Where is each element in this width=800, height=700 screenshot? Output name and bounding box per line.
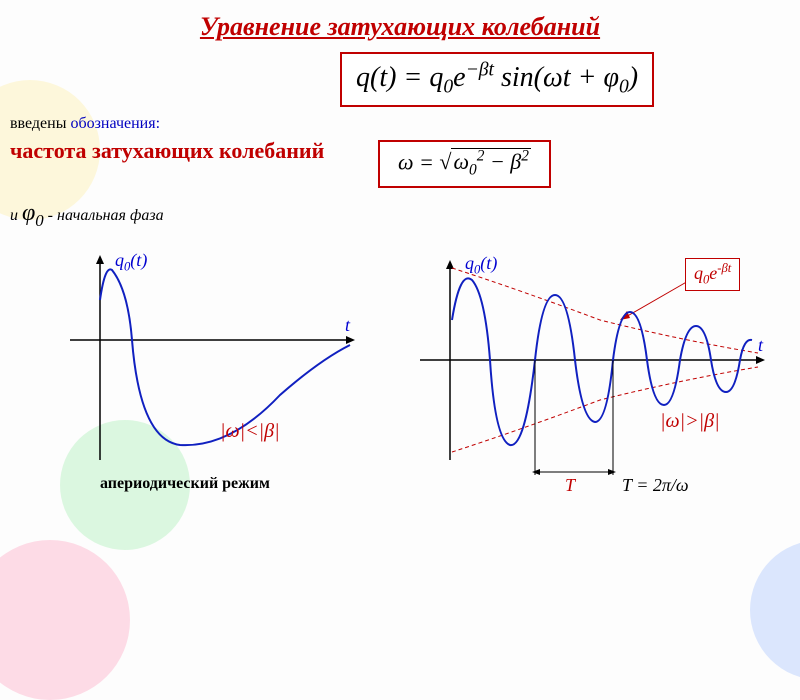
aperiodic-text: апериодический режим [100,475,270,492]
right-y-label: q0(t) [465,253,497,278]
envelope-pointer [624,280,690,318]
x-arrow [346,336,355,344]
left-graph: q0(t) t |ω|<|β| апериодический режим [40,250,370,530]
aperiodic-label: апериодический режим [100,475,270,493]
y-arrow [446,260,454,269]
aperiodic-curve [100,269,350,445]
envelope-label: q0e-βt [685,258,740,291]
y-arrow [96,255,104,264]
omega-formula: ω = √ω02 − β2 [378,140,551,188]
left-condition: |ω|<|β| [220,420,280,443]
period-formula: T = 2π/ω [622,475,689,496]
left-y-label: q0(t) [115,250,147,275]
right-x-label: t [758,335,763,356]
formula-text: q(t) = q0e−βt sin(ωt + φ0) [356,62,638,93]
intro-highlight: обозначения: [70,115,160,132]
omega-text: ω = √ω02 − β2 [398,149,531,174]
period-arrow-r [608,469,616,475]
period-arrow-l [532,469,540,475]
right-graph: q0(t) t q0e-βt |ω|>|β| T T = 2π/ω [400,250,780,530]
phase-suffix: - начальная фаза [44,207,164,224]
phi-symbol: φ0 [22,200,44,226]
right-condition: |ω|>|β| [660,410,720,433]
intro-prefix: введены [10,115,70,132]
x-arrow [756,356,765,364]
main-formula: q(t) = q0e−βt sin(ωt + φ0) [340,52,654,107]
page-title: Уравнение затухающих колебаний [0,0,800,42]
phase-line: и φ0 - начальная фаза [10,200,164,231]
phase-prefix: и [10,207,22,224]
bg-circle [0,540,130,700]
left-x-label: t [345,315,350,336]
left-graph-svg [40,250,370,480]
intro-text: введены обозначения: [10,115,160,133]
bg-circle [750,540,800,680]
frequency-label: частота затухающих колебаний [10,138,324,164]
period-label: T [565,475,575,496]
